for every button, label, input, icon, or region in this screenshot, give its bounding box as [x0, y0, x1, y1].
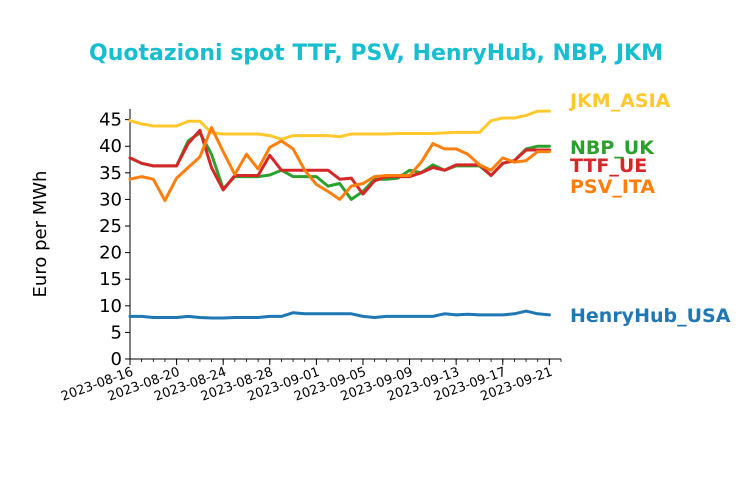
y-tick-label: 5 [111, 322, 122, 343]
series-label-ttf-ue: TTF_UE [570, 155, 647, 177]
y-tick-label: 15 [99, 269, 122, 290]
series-label-jkm-asia: JKM_ASIA [568, 90, 671, 112]
y-tick-label: 25 [99, 216, 122, 237]
series-label-nbp-uk: NBP_UK [570, 137, 655, 159]
chart-title: Quotazioni spot TTF, PSV, HenryHub, NBP,… [89, 41, 663, 66]
y-tick-label: 35 [99, 163, 122, 184]
series-line-jkm-asia [128, 109, 551, 141]
series-line-henryhub-usa [128, 309, 551, 320]
series-label-henryhub-usa: HenryHub_USA [570, 305, 731, 327]
y-axis-label: Euro per MWh [30, 171, 51, 298]
y-tick-label: 0 [111, 349, 122, 370]
series-lines [128, 109, 551, 320]
y-tick-label: 20 [99, 243, 122, 264]
axes: 0510152025303540452023-08-162023-08-2020… [59, 109, 562, 405]
y-tick-label: 40 [99, 136, 122, 157]
y-tick-label: 45 [99, 110, 122, 131]
y-tick-label: 10 [99, 296, 122, 317]
series-line-nbp-uk [128, 131, 551, 201]
y-tick-label: 30 [99, 189, 122, 210]
series-line-psv-ita [128, 126, 551, 202]
series-label-psv-ita: PSV_ITA [570, 176, 655, 198]
